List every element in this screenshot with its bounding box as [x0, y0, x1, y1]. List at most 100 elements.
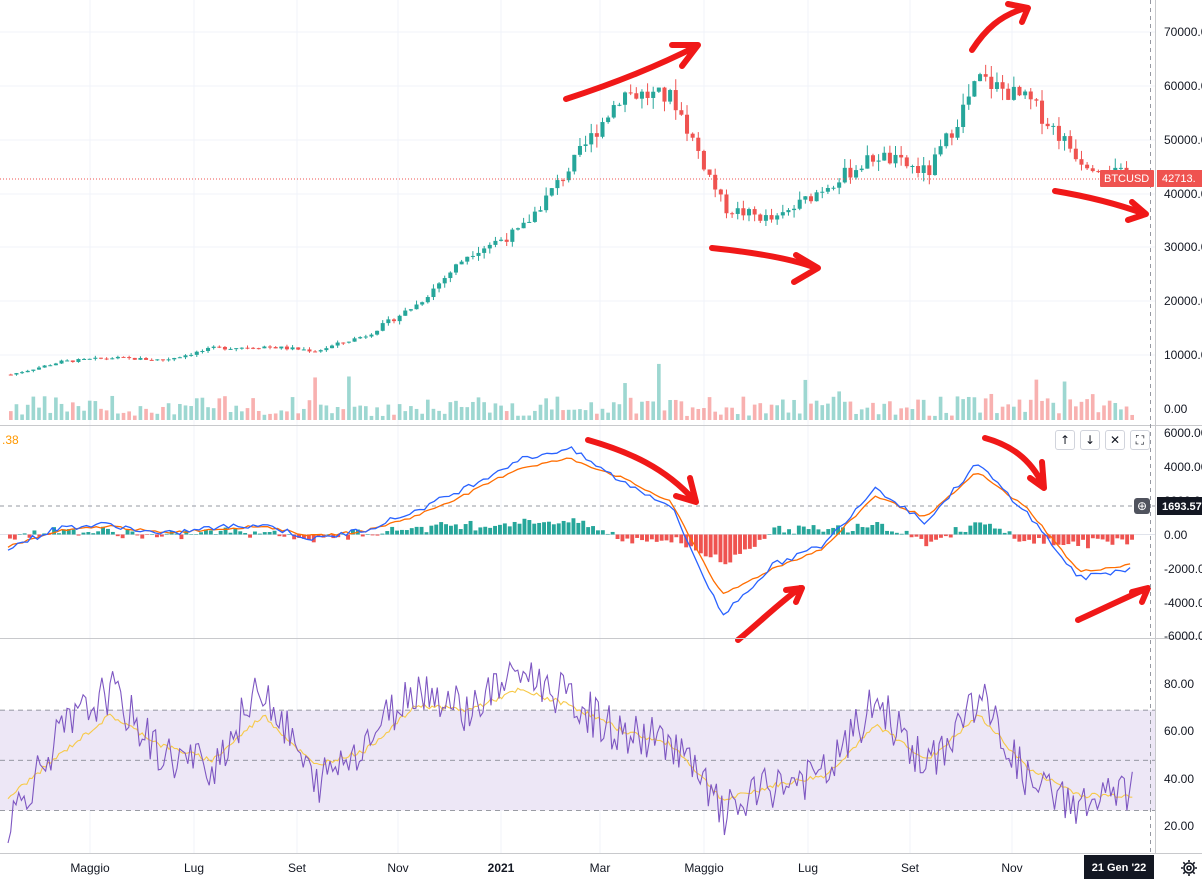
candle-body: [279, 346, 284, 349]
histogram-bar: [253, 531, 257, 535]
macd-tick: 0.00: [1164, 528, 1188, 542]
price-candles: [8, 64, 1135, 376]
move-pane-down-button[interactable]: ↓: [1080, 430, 1100, 450]
histogram-bar: [66, 529, 71, 535]
candle-body: [206, 347, 211, 352]
histogram-bar: [1110, 534, 1115, 545]
histogram-bar: [625, 534, 630, 539]
candle-body: [944, 133, 949, 147]
move-pane-up-button[interactable]: ↑: [1055, 430, 1075, 450]
histogram-bar: [449, 525, 453, 535]
histogram-bar: [1041, 534, 1046, 544]
histogram-bar: [542, 522, 546, 535]
candle-body: [899, 154, 904, 158]
volume-bar: [769, 404, 774, 420]
volume-bar: [510, 403, 515, 420]
volume-bar: [93, 401, 98, 420]
volume-bar: [724, 407, 729, 420]
volume-bar: [623, 383, 627, 420]
volume-bar: [59, 403, 64, 420]
histogram-bar: [870, 524, 875, 535]
histogram-bar: [1095, 534, 1100, 539]
histogram-bar: [973, 522, 978, 535]
histogram-bar: [213, 534, 218, 535]
volume-bar: [121, 412, 126, 420]
macd-tick: -4000.00: [1164, 596, 1202, 610]
macd-tick: -6000.00: [1164, 629, 1202, 643]
volume-bar: [397, 404, 402, 420]
candle-body: [48, 365, 53, 367]
candle-body: [127, 357, 132, 359]
histogram-bar: [404, 530, 409, 535]
volume-bar: [499, 405, 503, 420]
candle-body: [200, 351, 205, 353]
candle-body: [329, 345, 335, 349]
histogram-bar: [302, 534, 306, 539]
histogram-bar: [703, 534, 708, 557]
candle-body: [566, 171, 571, 181]
histogram-bar: [76, 534, 81, 536]
histogram-bar: [71, 529, 76, 535]
volume-bar: [921, 399, 926, 420]
candle-body: [769, 215, 774, 220]
volume-bar: [65, 411, 69, 420]
candle-body: [600, 122, 605, 137]
volume-bar: [42, 396, 47, 420]
histogram-bar: [659, 534, 664, 541]
candle-body: [938, 146, 943, 155]
volume-bar: [1074, 406, 1078, 420]
volume-bar: [1102, 405, 1106, 420]
volume-bar: [228, 411, 233, 420]
histogram-bar: [272, 530, 277, 535]
maximize-pane-button[interactable]: ⛶: [1130, 430, 1150, 450]
volume-bar: [1124, 406, 1129, 420]
histogram-bar: [654, 534, 659, 542]
candle-body: [448, 272, 453, 279]
volume-bar: [307, 400, 312, 420]
close-pane-button[interactable]: ✕: [1105, 430, 1125, 450]
candle-body: [730, 213, 735, 215]
volume-bar: [352, 406, 357, 420]
volume-bar: [888, 401, 892, 420]
candle-body: [758, 214, 763, 221]
histogram-bar: [831, 527, 836, 535]
volume-bar: [882, 403, 887, 420]
histogram-bar: [326, 534, 331, 535]
candle-body: [499, 239, 504, 241]
volume-bar: [240, 411, 244, 420]
add-alert-button[interactable]: ⊕: [1134, 498, 1150, 514]
histogram-bar: [899, 533, 904, 535]
candle-body: [544, 195, 549, 211]
volume-bar: [110, 395, 115, 420]
volume-bar: [504, 411, 509, 420]
histogram-bar: [61, 529, 66, 535]
histogram-bar: [983, 524, 987, 535]
candle-body: [865, 155, 870, 169]
volume-bar: [961, 399, 965, 420]
volume-bar: [538, 404, 543, 420]
candle-body: [848, 167, 853, 178]
volume-bar: [972, 397, 977, 420]
volume-bar: [1119, 409, 1123, 420]
histogram-bar: [1100, 534, 1105, 540]
histogram-bar: [924, 534, 929, 547]
histogram-bar: [375, 534, 380, 536]
volume-bar: [611, 402, 616, 420]
volume-bar: [138, 406, 143, 420]
histogram-bar: [801, 526, 806, 535]
histogram-bar: [155, 534, 159, 538]
volume-bar: [206, 407, 210, 420]
volume-bar: [132, 415, 137, 420]
candle-body: [831, 187, 836, 189]
gear-icon[interactable]: [1181, 860, 1197, 876]
volume-bar: [600, 408, 605, 420]
volume-bar: [493, 403, 498, 420]
histogram-bar: [1032, 534, 1036, 544]
candle-body: [8, 374, 13, 376]
candle-body: [639, 91, 644, 99]
volume-bar: [172, 414, 177, 420]
histogram-bar: [816, 529, 821, 535]
candle-body: [104, 358, 109, 360]
histogram-bar: [27, 534, 32, 538]
